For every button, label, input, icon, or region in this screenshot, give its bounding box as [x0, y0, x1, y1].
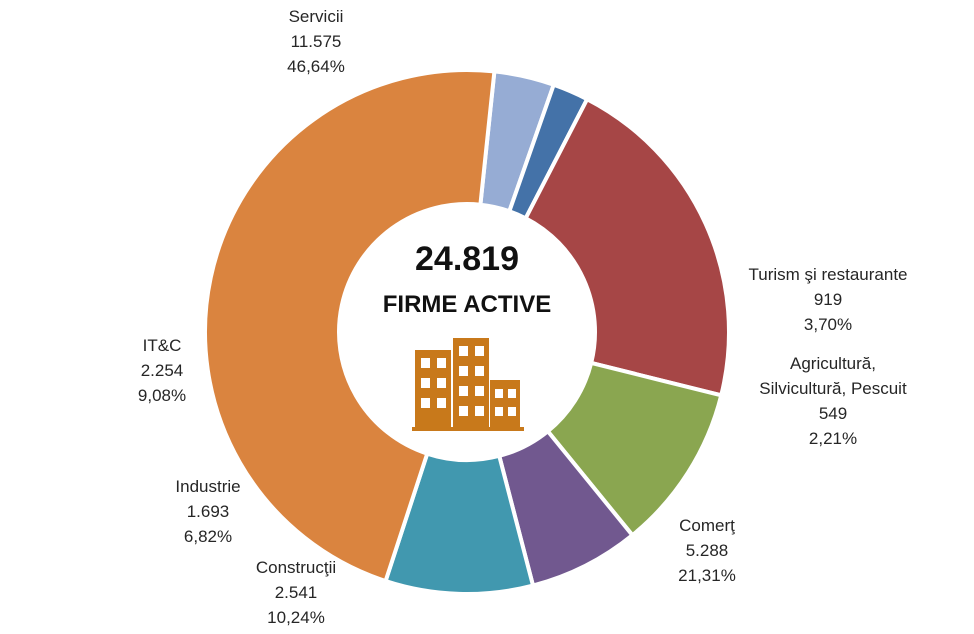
data-label-4: Construcţii 2.541 10,24%	[256, 558, 336, 627]
data-label-6: IT&C 2.254 9,08%	[138, 336, 186, 405]
data-label-1: Turism şi restaurante 919 3,70%	[748, 265, 907, 334]
slice-labels: Turism şi restaurante 919 3,70% Agricultură…	[138, 7, 908, 627]
donut-slices	[203, 68, 731, 596]
data-label-7: Servicii 11.575 46,64%	[287, 7, 345, 76]
center-total: 24.819	[415, 240, 519, 278]
data-label-3: Comerţ 5.288 21,31%	[678, 516, 736, 585]
slice-comer	[523, 97, 731, 398]
donut-hole	[341, 206, 593, 458]
data-label-2: Agricultură, Silvicultură, Pescuit 549 2,21…	[759, 354, 907, 448]
center-label: FIRME ACTIVE	[383, 291, 551, 318]
data-label-5: Industrie 1.693 6,82%	[175, 477, 240, 546]
buildings-icon	[412, 338, 524, 431]
donut-center: 24.819 FIRME ACTIVE	[341, 206, 593, 458]
slice-servicii	[203, 68, 497, 584]
